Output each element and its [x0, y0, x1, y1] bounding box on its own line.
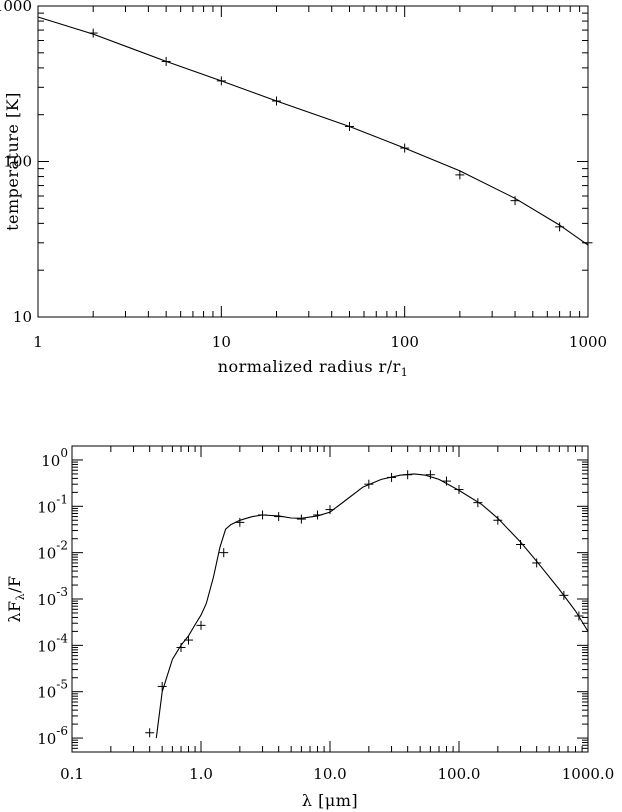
- data-point: [219, 548, 229, 558]
- data-point: [387, 472, 397, 482]
- x-tick-label: 1.0: [189, 765, 213, 783]
- x-tick-label: 1: [33, 333, 43, 351]
- temperature-profile-chart: 1101001000101001000normalized radius r/r…: [0, 0, 607, 379]
- data-point: [344, 121, 354, 131]
- x-axis-title: λ [μm]: [302, 791, 358, 810]
- x-axis-title: normalized radius r/r1: [218, 357, 409, 379]
- x-tick-label: 100.0: [438, 765, 481, 783]
- data-point: [555, 222, 565, 232]
- data-point: [454, 485, 464, 495]
- x-tick-label: 100: [390, 333, 419, 351]
- y-tick-label: 1000: [0, 0, 32, 15]
- data-point: [235, 517, 245, 527]
- y-tick-label: 10-6: [37, 724, 68, 748]
- y-tick-label: 10-3: [37, 585, 68, 609]
- data-point: [296, 514, 306, 524]
- data-point: [157, 681, 167, 691]
- data-point: [183, 635, 193, 645]
- y-tick-label: 10-1: [37, 492, 68, 516]
- data-point: [441, 476, 451, 486]
- data-point: [559, 590, 569, 600]
- data-point: [455, 170, 465, 180]
- x-tick-label: 1000.0: [562, 765, 615, 783]
- y-tick-label: 10: [13, 308, 32, 326]
- y-tick-label: 10-2: [37, 539, 68, 563]
- data-point: [532, 558, 542, 568]
- data-point: [493, 515, 503, 525]
- data-point: [510, 196, 520, 206]
- plot-frame: [71, 445, 589, 753]
- data-point: [196, 620, 206, 630]
- data-point: [258, 510, 268, 520]
- y-tick-label: 100: [41, 446, 68, 470]
- sed-chart: 0.1 1.0 10.0 100.0 1000.0 10-6 10-5 10-4 10-3 10-…: [5, 445, 615, 810]
- data-point: [516, 539, 526, 549]
- data-point: [88, 28, 98, 38]
- data-point: [583, 238, 593, 248]
- y-axis-title: temperature [K]: [3, 92, 22, 231]
- x-tick-label: 0.1: [60, 765, 84, 783]
- data-point: [400, 143, 410, 153]
- data-point: [364, 479, 374, 489]
- data-point: [145, 728, 155, 738]
- y-tick-label: 10-5: [37, 678, 68, 702]
- x-tick-label: 10: [212, 333, 231, 351]
- data-point: [403, 470, 413, 480]
- plot-frame: [37, 5, 589, 318]
- y-tick-label: 10-4: [37, 631, 68, 655]
- data-point: [274, 512, 284, 522]
- model-curve: [155, 473, 589, 739]
- y-axis-title: λFλ/F: [5, 575, 27, 622]
- x-tick-label: 1000: [569, 333, 607, 351]
- data-point: [176, 642, 186, 652]
- y-tick-label: 100: [3, 153, 32, 171]
- data-point: [574, 611, 584, 621]
- x-tick-label: 10.0: [313, 765, 346, 783]
- data-point: [312, 510, 322, 520]
- data-point: [325, 505, 335, 515]
- data-point: [272, 96, 282, 106]
- data-point: [216, 76, 226, 86]
- data-point: [161, 56, 171, 66]
- model-curve: [37, 16, 589, 246]
- data-point: [473, 498, 483, 508]
- data-point: [425, 470, 435, 480]
